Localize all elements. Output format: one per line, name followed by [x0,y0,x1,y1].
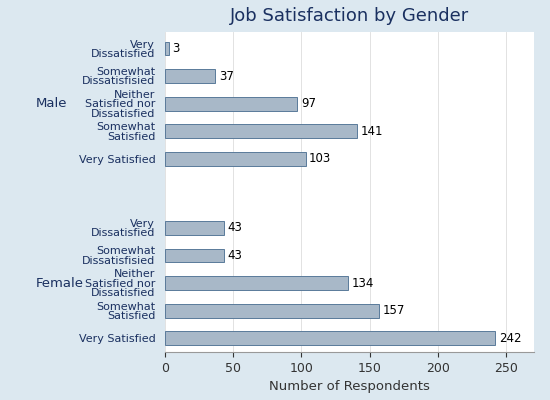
Text: Female: Female [35,276,84,290]
Bar [165,248,224,262]
Text: 103: 103 [309,152,331,165]
Bar [165,276,348,290]
Text: 141: 141 [361,125,383,138]
Bar [165,152,306,166]
Bar [165,331,496,345]
Text: 37: 37 [219,70,234,83]
Bar [165,221,224,235]
Bar [165,97,298,111]
Bar [165,69,216,83]
Text: 242: 242 [499,332,521,345]
Text: 97: 97 [301,97,316,110]
Title: Job Satisfaction by Gender: Job Satisfaction by Gender [230,7,469,25]
Text: 157: 157 [383,304,405,317]
X-axis label: Number of Respondents: Number of Respondents [269,380,430,393]
Text: 3: 3 [173,42,180,55]
Bar [165,42,169,56]
Text: Male: Male [35,97,67,110]
Text: 134: 134 [351,276,373,290]
Text: 43: 43 [227,249,242,262]
Bar [165,304,380,318]
Text: 43: 43 [227,221,242,234]
Bar [165,124,358,138]
